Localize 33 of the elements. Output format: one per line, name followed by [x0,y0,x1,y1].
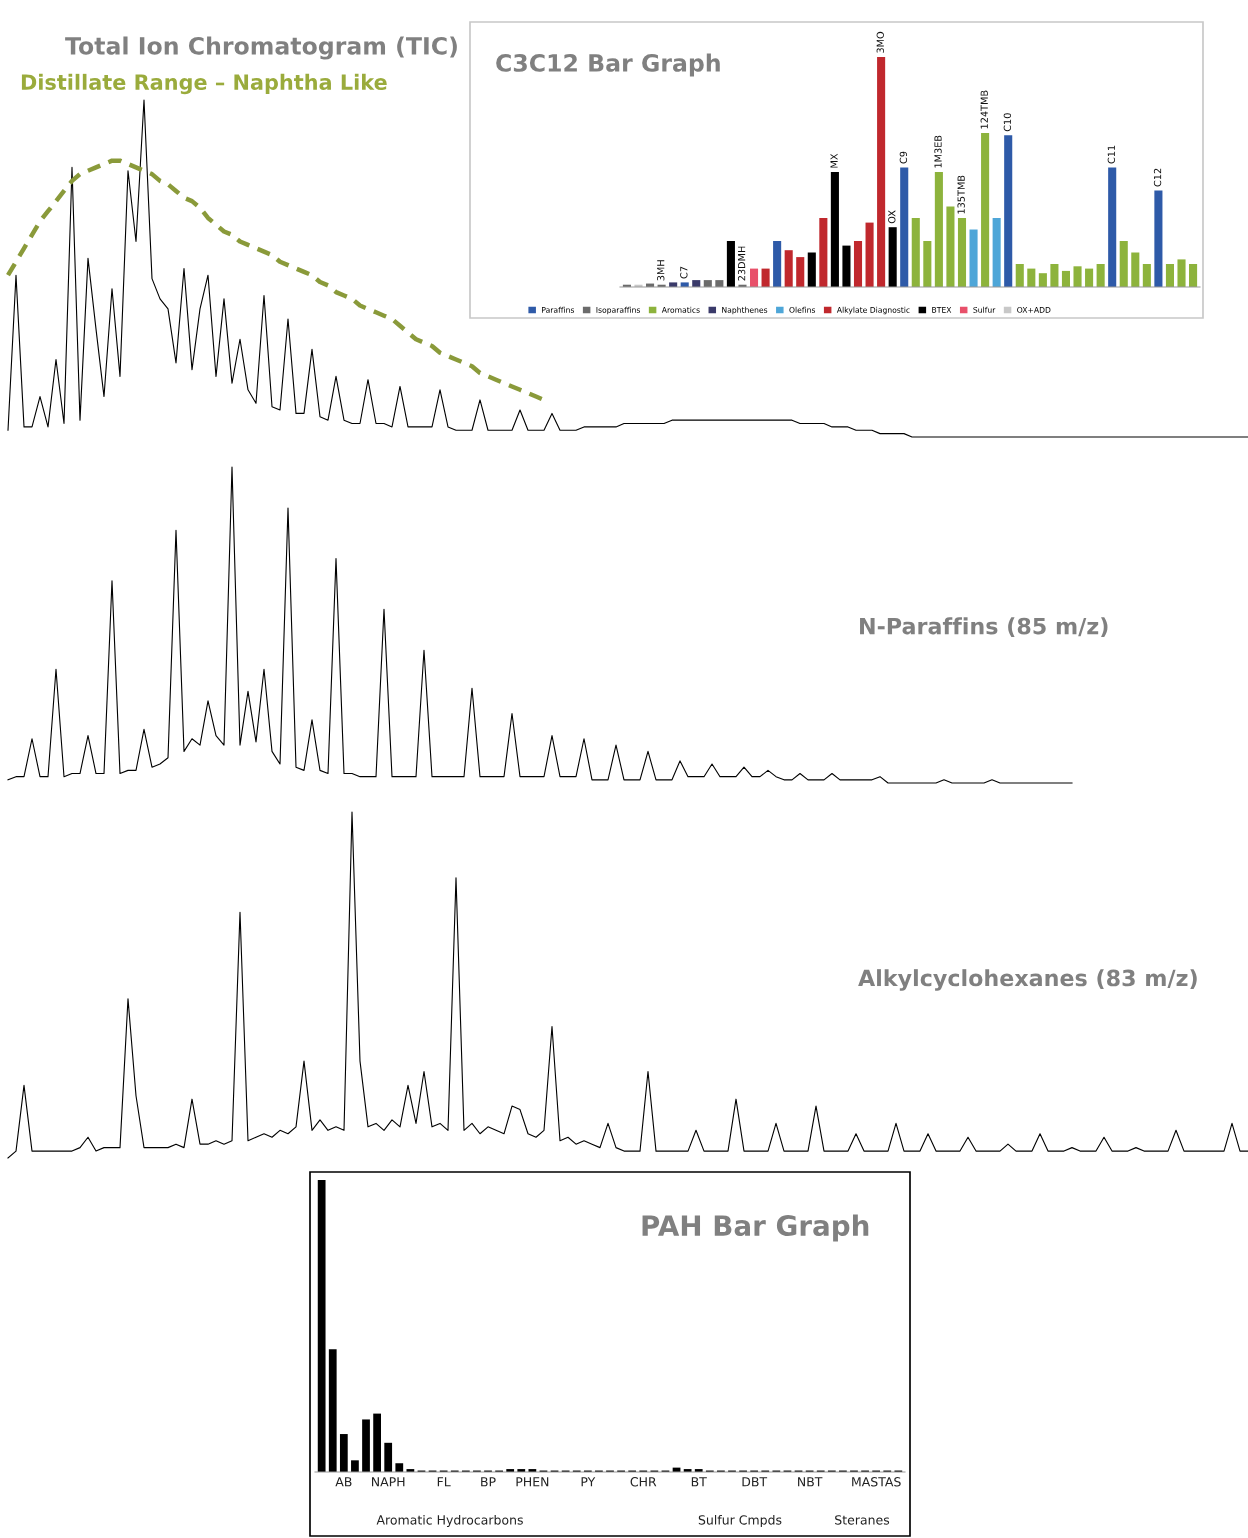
text: Distillate Range – Naphtha Like [21,73,387,95]
text: Aromatic Hydrocarbons [376,1514,523,1528]
x-tick-label: BP [481,1477,496,1487]
x-tick-label: PHEN [516,1477,549,1487]
x-tick-label: NBT [798,1477,823,1487]
x-tick-label: C10 [1003,113,1012,132]
text: Steranes [835,1515,890,1525]
text: PAH Bar Graph [642,1214,869,1242]
text: Alkylcyclohexanes (83 m/z) [858,969,1197,991]
x-tick-label: OX [888,210,896,224]
x-tick-label: C9 [899,151,908,164]
x-tick-label: MASTAS [852,1477,901,1487]
x-tick-label: 3MH [657,260,665,281]
x-tick-label: PY [581,1477,596,1487]
x-tick-label: 135TMB [957,175,965,214]
x-tick-label: NAPH [372,1477,405,1487]
x-tick-label: CHR [630,1477,657,1487]
x-tick-label: 124TMB [980,90,988,129]
chart-title: Total Ion Chromatogram (TIC) [65,36,457,60]
text: Sulfur Cmpds [698,1514,782,1528]
x-tick-label: 3MO [876,31,884,53]
x-tick-label: AB [335,1477,352,1487]
x-tick-label: C11 [1107,145,1116,164]
x-tick-label: 23DMH [737,246,746,281]
x-tick-label: 1M3EB [934,135,942,168]
x-tick-label: C12 [1153,168,1162,187]
text: N-Paraffins (85 m/z) [860,617,1108,638]
x-tick-label: FL [437,1477,451,1487]
x-tick-label: BT [691,1477,707,1487]
chart-title: C3C12 Bar Graph [496,53,720,77]
x-tick-label: C7 [680,266,688,279]
x-tick-label: MX [830,153,838,168]
x-tick-label: DBT [742,1477,768,1487]
